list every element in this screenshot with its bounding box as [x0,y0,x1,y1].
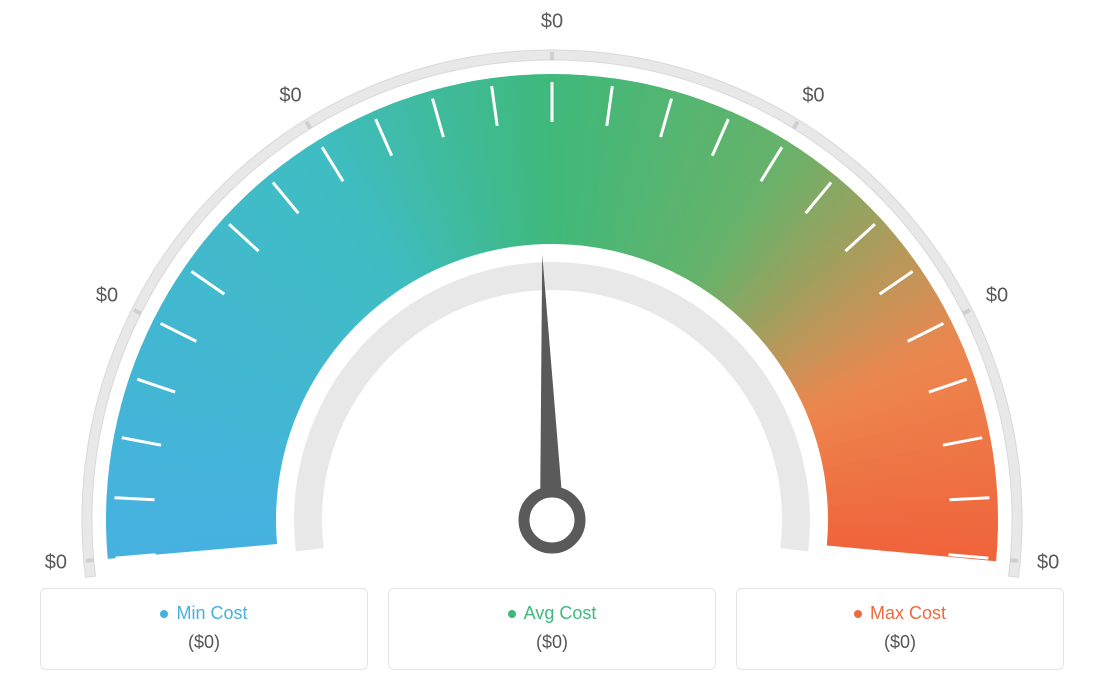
legend-card: Min Cost ($0) [40,588,368,670]
gauge-tick-label: $0 [802,85,824,108]
gauge-tick-label: $0 [1037,552,1059,575]
legend-card: Max Cost ($0) [736,588,1064,670]
gauge-major-tick [86,560,94,561]
gauge-needle [540,254,564,520]
gauge-needle-hub [524,492,580,548]
legend-card-title: Max Cost [854,603,946,624]
legend-dot-icon [854,610,862,618]
legend-card-title: Min Cost [160,603,247,624]
legend-label: Max Cost [870,603,946,624]
gauge-area: $0$0$0$0$0$0$0 [0,0,1104,570]
legend-card-title: Avg Cost [508,603,597,624]
legend-card: Avg Cost ($0) [388,588,716,670]
gauge-chart-container: $0 $0 $0 $0 $0 $0 $0 Min Cost ($0) Avg Cost ($… [0,0,1104,690]
gauge-tick-label: $0 [541,11,563,34]
legend-row: Min Cost ($0) Avg Cost ($0) Max Cost ($0… [40,588,1064,670]
gauge-tick-label: $0 [96,285,118,308]
legend-label: Min Cost [176,603,247,624]
legend-card-value: ($0) [407,632,697,653]
gauge-color-segment [106,524,277,559]
legend-label: Avg Cost [524,603,597,624]
gauge-major-tick [1010,560,1018,561]
legend-card-value: ($0) [755,632,1045,653]
gauge-minor-tick [115,498,155,500]
legend-dot-icon [160,610,168,618]
gauge-tick-label: $0 [45,552,67,575]
legend-card-value: ($0) [59,632,349,653]
gauge-tick-label: $0 [279,85,301,108]
gauge-minor-tick [949,498,989,500]
gauge-tick-label: $0 [986,285,1008,308]
gauge-svg [0,20,1104,580]
legend-dot-icon [508,610,516,618]
